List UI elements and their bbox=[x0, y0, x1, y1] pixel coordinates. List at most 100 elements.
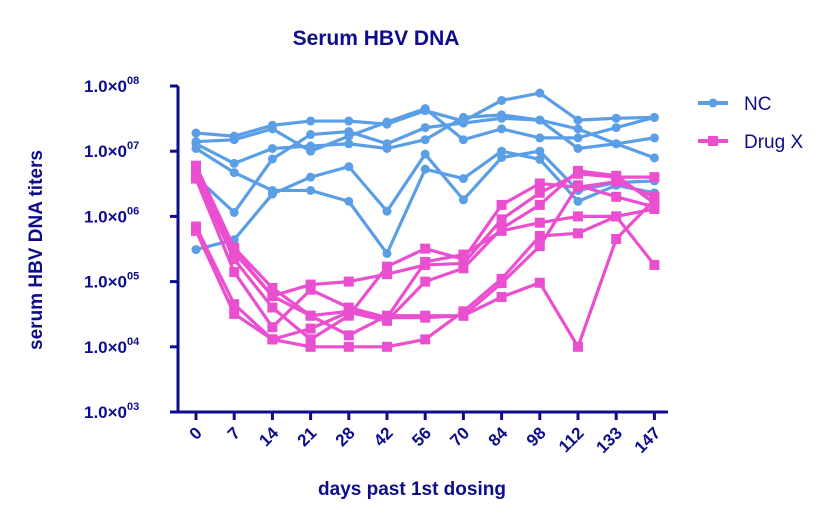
data-point bbox=[229, 135, 239, 145]
data-point bbox=[497, 95, 507, 105]
data-point bbox=[267, 144, 277, 154]
data-point bbox=[535, 115, 545, 125]
series-nc-6 bbox=[191, 146, 659, 255]
data-point bbox=[267, 154, 277, 164]
data-point bbox=[343, 330, 354, 341]
data-point bbox=[344, 139, 354, 149]
data-point bbox=[573, 144, 583, 154]
data-point bbox=[535, 133, 545, 143]
data-point bbox=[191, 225, 201, 236]
data-point bbox=[229, 245, 240, 256]
x-tick-label: 84 bbox=[485, 423, 512, 450]
data-point bbox=[267, 334, 278, 345]
data-point bbox=[382, 248, 392, 258]
data-point bbox=[496, 292, 507, 303]
x-axis: 0 7 14 21 28 42 56 70 84 98 112 133 147 bbox=[170, 410, 668, 457]
x-tick-label: 14 bbox=[255, 423, 282, 450]
data-point bbox=[382, 269, 392, 280]
data-point bbox=[649, 172, 660, 183]
data-point bbox=[611, 139, 621, 149]
data-point bbox=[458, 118, 468, 128]
data-point bbox=[534, 178, 545, 189]
data-point bbox=[573, 211, 583, 222]
data-point bbox=[649, 112, 659, 122]
data-point bbox=[458, 135, 468, 145]
data-point bbox=[343, 341, 354, 352]
data-point bbox=[229, 168, 239, 178]
x-tick-label: 133 bbox=[593, 423, 626, 456]
y-tick-label: 1.0×005 bbox=[84, 271, 139, 292]
data-point bbox=[649, 194, 660, 205]
data-point bbox=[649, 203, 660, 214]
x-tick-label: 147 bbox=[631, 423, 664, 456]
data-point bbox=[611, 170, 622, 181]
data-point bbox=[191, 245, 201, 255]
data-point bbox=[382, 206, 392, 216]
data-point bbox=[306, 141, 316, 151]
data-point bbox=[306, 130, 316, 140]
data-point bbox=[420, 256, 431, 267]
data-point bbox=[229, 158, 239, 168]
data-point bbox=[344, 116, 354, 126]
data-point bbox=[496, 223, 507, 234]
data-point bbox=[229, 308, 240, 319]
x-tick-label: 70 bbox=[446, 423, 473, 450]
data-point bbox=[458, 249, 469, 260]
series-nc-4 bbox=[191, 144, 659, 258]
data-point bbox=[382, 261, 392, 272]
data-point bbox=[267, 282, 278, 293]
data-point bbox=[382, 341, 392, 352]
y-axis: 1.0×003 1.0×004 1.0×005 1.0×006 1.0×007 1.0×0… bbox=[84, 75, 180, 422]
data-point bbox=[573, 341, 583, 352]
data-point bbox=[344, 196, 354, 206]
legend-marker-square-icon bbox=[708, 136, 718, 146]
data-point bbox=[649, 133, 659, 143]
x-tick-label: 21 bbox=[294, 423, 321, 450]
x-axis-label: days past 1st dosing bbox=[318, 479, 506, 500]
plot-area bbox=[191, 88, 660, 352]
data-point bbox=[573, 133, 583, 143]
data-point bbox=[267, 189, 277, 199]
data-point bbox=[420, 312, 431, 323]
data-point bbox=[229, 267, 240, 278]
data-point bbox=[573, 165, 583, 176]
data-point bbox=[458, 263, 469, 274]
data-point bbox=[535, 146, 545, 156]
data-point bbox=[573, 196, 583, 206]
data-point bbox=[534, 187, 545, 198]
legend-item-nc: NC bbox=[698, 94, 771, 115]
data-point bbox=[229, 299, 240, 310]
data-point bbox=[611, 123, 621, 133]
x-tick-label: 56 bbox=[408, 423, 435, 450]
data-point bbox=[573, 124, 583, 134]
data-point bbox=[458, 310, 469, 321]
data-point bbox=[420, 164, 430, 174]
data-point bbox=[306, 172, 316, 182]
chart-title: Serum HBV DNA bbox=[293, 27, 460, 50]
legend-label: Drug X bbox=[744, 132, 803, 153]
legend-item-drug-x: Drug X bbox=[698, 132, 803, 153]
data-point bbox=[191, 128, 201, 138]
data-point bbox=[267, 302, 278, 313]
x-tick-label: 112 bbox=[555, 423, 588, 456]
data-point bbox=[382, 139, 392, 149]
legend-marker-circle-icon bbox=[708, 98, 718, 108]
data-point bbox=[305, 310, 316, 321]
data-point bbox=[267, 322, 278, 333]
data-point bbox=[420, 104, 430, 114]
legend: NC Drug X bbox=[698, 94, 803, 153]
data-point bbox=[497, 113, 507, 123]
data-point bbox=[267, 124, 277, 134]
data-point bbox=[191, 144, 201, 154]
data-point bbox=[497, 124, 507, 134]
x-tick-label: 98 bbox=[523, 423, 550, 450]
data-point bbox=[420, 123, 430, 133]
data-point bbox=[611, 211, 622, 222]
data-point bbox=[496, 273, 507, 284]
data-point bbox=[420, 149, 430, 159]
data-point bbox=[191, 173, 201, 184]
data-point bbox=[534, 217, 545, 228]
data-point bbox=[191, 163, 201, 174]
data-point bbox=[534, 199, 545, 210]
